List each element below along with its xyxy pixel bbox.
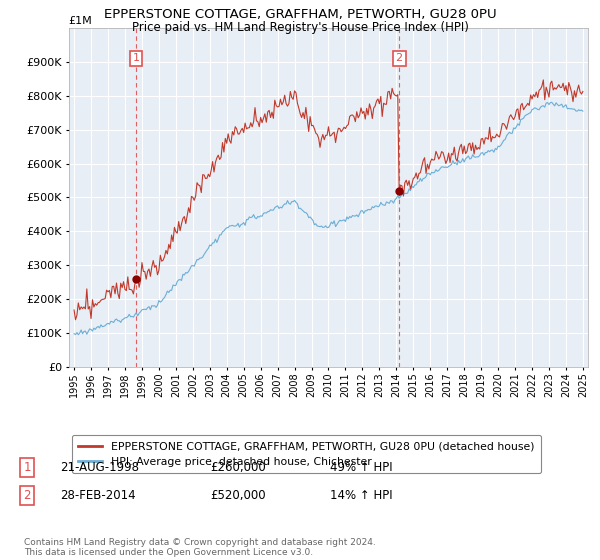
Text: Contains HM Land Registry data © Crown copyright and database right 2024.
This d: Contains HM Land Registry data © Crown c…: [24, 538, 376, 557]
Text: 14% ↑ HPI: 14% ↑ HPI: [330, 489, 392, 502]
Legend: EPPERSTONE COTTAGE, GRAFFHAM, PETWORTH, GU28 0PU (detached house), HPI: Average : EPPERSTONE COTTAGE, GRAFFHAM, PETWORTH, …: [72, 435, 541, 473]
Text: 21-AUG-1998: 21-AUG-1998: [60, 461, 139, 474]
Text: 1: 1: [23, 461, 31, 474]
Text: £1M: £1M: [68, 16, 92, 26]
Text: EPPERSTONE COTTAGE, GRAFFHAM, PETWORTH, GU28 0PU: EPPERSTONE COTTAGE, GRAFFHAM, PETWORTH, …: [104, 8, 496, 21]
Text: 1: 1: [133, 54, 139, 63]
Text: 2: 2: [395, 54, 403, 63]
Text: Price paid vs. HM Land Registry's House Price Index (HPI): Price paid vs. HM Land Registry's House …: [131, 21, 469, 34]
Text: £260,000: £260,000: [210, 461, 266, 474]
Text: 2: 2: [23, 489, 31, 502]
Text: £520,000: £520,000: [210, 489, 266, 502]
Text: 49% ↑ HPI: 49% ↑ HPI: [330, 461, 392, 474]
Text: 28-FEB-2014: 28-FEB-2014: [60, 489, 136, 502]
